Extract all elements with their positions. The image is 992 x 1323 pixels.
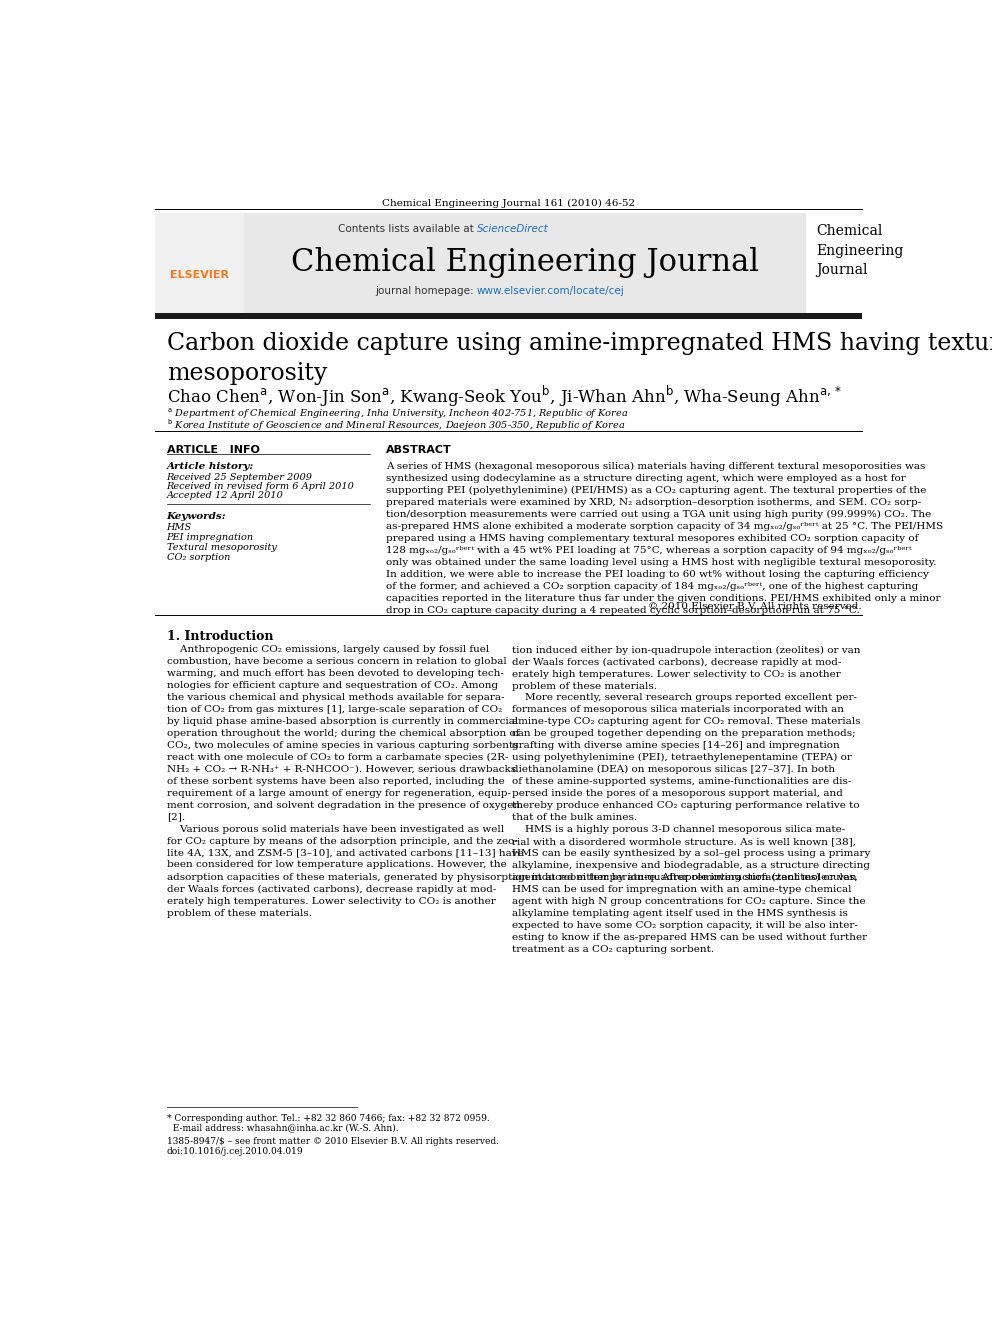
Text: A series of HMS (hexagonal mesoporous silica) materials having different textura: A series of HMS (hexagonal mesoporous si…: [386, 462, 943, 615]
Text: CO₂ sorption: CO₂ sorption: [167, 553, 230, 562]
Text: $^{\rm b}$ Korea Institute of Geoscience and Mineral Resources, Daejeon 305-350,: $^{\rm b}$ Korea Institute of Geoscience…: [167, 418, 625, 433]
Text: PEI impregnation: PEI impregnation: [167, 533, 254, 542]
Text: 1. Introduction: 1. Introduction: [167, 630, 273, 643]
Text: ELSEVIER: ELSEVIER: [170, 270, 229, 280]
Text: journal homepage:: journal homepage:: [375, 286, 476, 296]
Text: Article history:: Article history:: [167, 462, 254, 471]
Text: Contents lists available at: Contents lists available at: [337, 224, 476, 234]
Text: HMS: HMS: [167, 523, 191, 532]
Text: Chemical
Engineering
Journal: Chemical Engineering Journal: [816, 224, 904, 278]
Text: E-mail address: whasahn@inha.ac.kr (W.-S. Ahn).: E-mail address: whasahn@inha.ac.kr (W.-S…: [167, 1123, 398, 1131]
Bar: [155, 213, 244, 312]
Text: tion induced either by ion-quadrupole interaction (zeolites) or van
der Waals fo: tion induced either by ion-quadrupole in…: [512, 646, 870, 954]
Text: Textural mesoporosity: Textural mesoporosity: [167, 542, 277, 552]
Text: Chemical Engineering Journal: Chemical Engineering Journal: [291, 247, 759, 278]
Text: Keywords:: Keywords:: [167, 512, 226, 521]
Text: Carbon dioxide capture using amine-impregnated HMS having textural
mesoporosity: Carbon dioxide capture using amine-impre…: [167, 332, 992, 385]
Text: Anthropogenic CO₂ emissions, largely caused by fossil fuel
combustion, have beco: Anthropogenic CO₂ emissions, largely cau…: [167, 646, 856, 918]
Text: ABSTRACT: ABSTRACT: [386, 446, 451, 455]
Text: www.elsevier.com/locate/cej: www.elsevier.com/locate/cej: [476, 286, 624, 296]
Text: Chemical Engineering Journal 161 (2010) 46-52: Chemical Engineering Journal 161 (2010) …: [382, 198, 635, 208]
Text: Received in revised form 6 April 2010: Received in revised form 6 April 2010: [167, 482, 354, 491]
Text: Chao Chen$^{\rm a}$, Won-Jin Son$^{\rm a}$, Kwang-Seok You$^{\rm b}$, Ji-Whan Ah: Chao Chen$^{\rm a}$, Won-Jin Son$^{\rm a…: [167, 384, 841, 409]
Text: Received 25 September 2009: Received 25 September 2009: [167, 472, 312, 482]
Text: ARTICLE   INFO: ARTICLE INFO: [167, 446, 260, 455]
Text: * Corresponding author. Tel.: +82 32 860 7466; fax: +82 32 872 0959.: * Corresponding author. Tel.: +82 32 860…: [167, 1114, 489, 1122]
Bar: [155, 312, 862, 319]
Text: ScienceDirect: ScienceDirect: [476, 224, 549, 234]
Text: Accepted 12 April 2010: Accepted 12 April 2010: [167, 491, 284, 500]
Text: doi:10.1016/j.cej.2010.04.019: doi:10.1016/j.cej.2010.04.019: [167, 1147, 304, 1156]
Text: $^{\rm a}$ Department of Chemical Engineering, Inha University, Incheon 402-751,: $^{\rm a}$ Department of Chemical Engine…: [167, 406, 628, 421]
Text: 1385-8947/$ – see front matter © 2010 Elsevier B.V. All rights reserved.: 1385-8947/$ – see front matter © 2010 El…: [167, 1136, 499, 1146]
Bar: [244, 213, 806, 312]
Text: © 2010 Elsevier B.V. All rights reserved.: © 2010 Elsevier B.V. All rights reserved…: [648, 602, 862, 611]
